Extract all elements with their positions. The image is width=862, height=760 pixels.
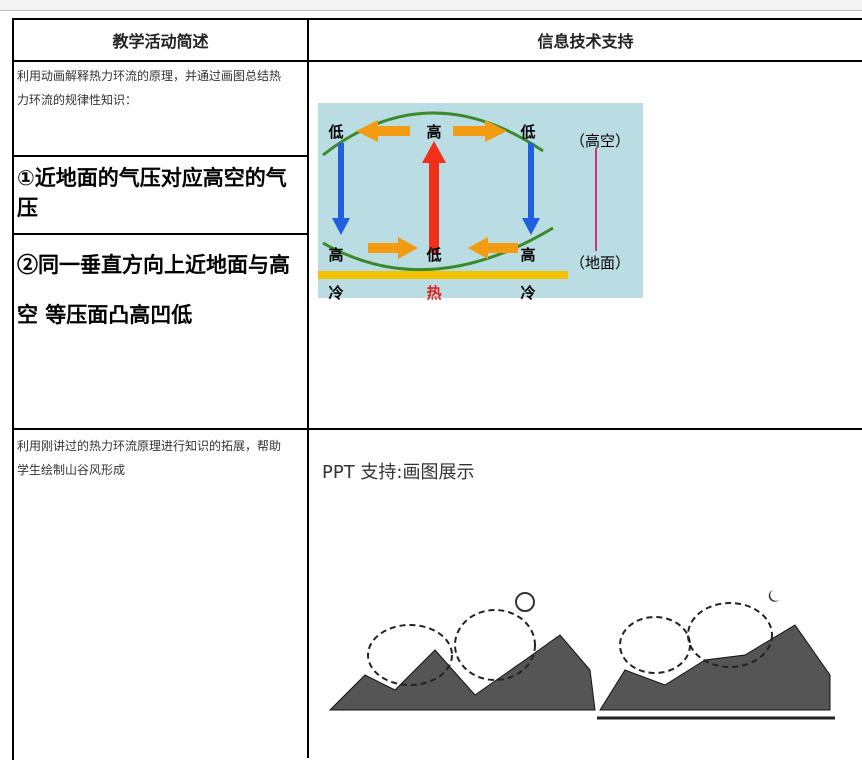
row-divider (12, 60, 862, 62)
activity-point: ②同一垂直方向上近地面与高空 等压面凸高凹低 (17, 252, 290, 327)
arrow (368, 237, 518, 259)
table (12, 18, 862, 760)
level-label: （地面） (570, 254, 630, 272)
mountain (328, 634, 596, 711)
row-divider (12, 428, 862, 430)
temp-label: 冷 (520, 284, 535, 301)
pressure-label: 低 (519, 123, 535, 141)
temp-label: 冷 (328, 284, 343, 301)
arrow (422, 141, 446, 253)
valley-wind-sketch (328, 590, 835, 720)
arrow (356, 120, 507, 142)
cell-divider (12, 233, 307, 235)
airflow (454, 609, 536, 681)
level-label: （高空） (570, 132, 630, 150)
pressure-label: 高 (520, 246, 535, 264)
ground (318, 271, 568, 279)
temp-label: 热 (426, 284, 441, 301)
heat-circulation-diagram: 低 高 低 高 低 高 冷 热 冷 （高空） （地面） (318, 103, 643, 301)
airflow (367, 624, 453, 686)
activity-text: 利用刚讲过的热力环流原理进行知识的拓展，帮助学生绘制山谷风形成 (17, 439, 282, 477)
support-text: PPT 支持:画图展示 (322, 462, 475, 483)
activity-text: 利用动画解释热力环流的原理，并通过画图总结热力环流的规律性知识： (17, 69, 282, 107)
mountain (599, 624, 831, 711)
isobar-upper (322, 111, 544, 157)
pressure-label: 低 (327, 123, 343, 141)
pressure-label: 高 (328, 246, 343, 264)
sun (515, 592, 535, 612)
airflow (687, 602, 773, 668)
pressure-label: 低 (425, 246, 441, 264)
moon (768, 590, 779, 602)
cell-divider (12, 155, 307, 157)
activity-point: ①近地面的气压对应高空的气压 (17, 166, 287, 220)
header-cell: 教学活动简述 (112, 32, 209, 51)
column-divider (307, 18, 309, 758)
header-cell: 信息技术支持 (537, 32, 634, 51)
airflow (619, 616, 691, 674)
isobar-lower (322, 226, 554, 272)
cropped-line (0, 0, 862, 11)
pressure-label: 高 (426, 123, 441, 141)
